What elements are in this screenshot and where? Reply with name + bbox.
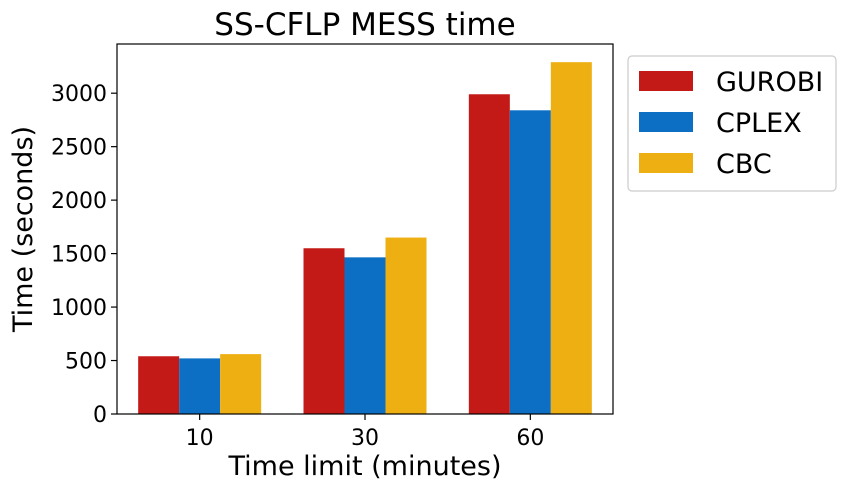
bar-cplex-10 — [179, 358, 221, 414]
x-axis-label: Time limit (minutes) — [228, 451, 502, 482]
bar-cbc-60 — [550, 62, 592, 414]
x-tick-label: 60 — [516, 426, 544, 451]
y-tick-label: 1500 — [51, 243, 107, 268]
x-tick-label: 10 — [186, 426, 214, 451]
bar-cbc-30 — [385, 237, 427, 414]
y-tick-label: 0 — [93, 403, 107, 428]
plot-frame — [116, 43, 614, 415]
legend-label-gurobi: GUROBI — [716, 67, 823, 98]
y-tick-label: 2000 — [51, 189, 107, 214]
x-tick-label: 30 — [351, 426, 379, 451]
bar-gurobi-10 — [138, 356, 180, 414]
legend-swatch-gurobi — [639, 71, 693, 91]
bars-group — [138, 62, 592, 415]
y-tick-label: 1000 — [51, 296, 107, 321]
bar-gurobi-60 — [468, 94, 510, 414]
y-axis-label: Time (seconds) — [8, 126, 39, 333]
bar-gurobi-30 — [303, 248, 345, 414]
y-axis: 0 500 1000 1500 2000 2500 3000 — [51, 82, 117, 428]
x-axis: 10 30 60 — [186, 414, 544, 451]
bar-cbc-10 — [220, 354, 262, 414]
chart-title: SS-CFLP MESS time — [214, 7, 515, 43]
legend-swatch-cplex — [639, 112, 693, 132]
y-tick-label: 500 — [65, 350, 107, 375]
y-tick-label: 3000 — [51, 82, 107, 107]
bar-cplex-60 — [509, 110, 551, 415]
y-tick-label: 2500 — [51, 136, 107, 161]
legend-swatch-cbc — [639, 153, 693, 173]
legend-label-cplex: CPLEX — [716, 108, 802, 139]
bar-cplex-30 — [344, 257, 386, 414]
legend-label-cbc: CBC — [716, 149, 772, 180]
legend: GUROBI CPLEX CBC — [627, 55, 837, 192]
